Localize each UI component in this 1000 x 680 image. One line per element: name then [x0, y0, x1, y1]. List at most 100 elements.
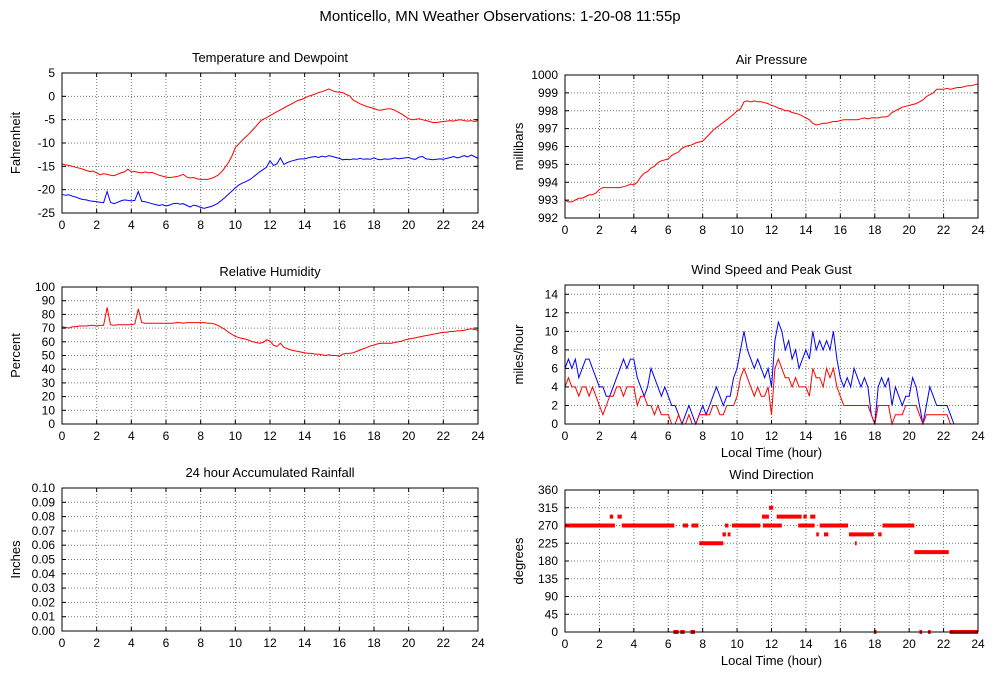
y-tick-label: 14	[545, 287, 559, 301]
chart-title: 24 hour Accumulated Rainfall	[185, 465, 354, 480]
x-tick-label: 20	[402, 429, 416, 443]
x-tick-label: 8	[699, 429, 706, 443]
x-tick-label: 8	[197, 218, 204, 232]
x-tick-label: 18	[367, 429, 381, 443]
x-tick-label: 8	[197, 429, 204, 443]
y-tick-label: 8	[551, 343, 558, 357]
x-tick-label: 10	[730, 637, 744, 651]
y-tick-label: 1000	[531, 68, 558, 82]
y-tick-label: 12	[545, 306, 559, 320]
y-tick-label: 135	[538, 572, 558, 586]
chart-wind-direction: 0 2 4 6 8 10 12 14 16 18 20 22 24 0 45 90 135 180 225 270 31…	[500, 455, 1000, 680]
page-title: Monticello, MN Weather Observations: 1-2…	[319, 8, 681, 25]
x-tick-label: 6	[665, 637, 672, 651]
y-tick-label: 0.06	[32, 538, 56, 552]
x-tick-label: 8	[699, 637, 706, 651]
y-tick-label: 10	[545, 324, 559, 338]
y-tick-label: 992	[538, 211, 558, 225]
chart-title: Wind Speed and Peak Gust	[691, 262, 852, 277]
y-tick-label: 315	[538, 501, 558, 515]
x-tick-label: 18	[868, 429, 882, 443]
x-tick-label: 14	[298, 429, 312, 443]
y-tick-label: -5	[44, 113, 55, 127]
x-tick-label: 20	[402, 218, 416, 232]
chart-air-pressure: 0 2 4 6 8 10 12 14 16 18 20 22 24 992 993 994 995 996 997 9…	[500, 40, 1000, 252]
x-tick-label: 12	[765, 429, 779, 443]
y-tick-label: 50	[42, 349, 56, 363]
x-tick-label: 24	[971, 429, 985, 443]
y-tick-label: -20	[38, 183, 56, 197]
x-tick-label: 4	[630, 637, 637, 651]
y-tick-label: 100	[35, 280, 55, 294]
y-tick-label: 997	[538, 122, 558, 136]
y-axis-label: Percent	[8, 333, 23, 378]
x-tick-label: 24	[971, 223, 985, 237]
x-tick-label: 8	[197, 636, 204, 650]
x-tick-label: 22	[437, 429, 451, 443]
x-tick-label: 14	[298, 218, 312, 232]
x-tick-label: 20	[402, 636, 416, 650]
y-tick-label: 995	[538, 157, 558, 171]
y-tick-label: -25	[38, 206, 56, 220]
x-tick-label: 22	[937, 637, 951, 651]
y-axis-label: Fahrenheit	[8, 112, 23, 175]
y-axis-label: Inches	[8, 540, 23, 579]
y-tick-label: 0	[551, 417, 558, 431]
y-tick-label: 2	[551, 398, 558, 412]
series-peak-gust	[564, 320, 978, 426]
chart-title: Relative Humidity	[219, 264, 321, 279]
y-tick-label: 0.10	[32, 481, 56, 495]
x-tick-label: 12	[263, 429, 277, 443]
x-tick-label: 14	[799, 223, 813, 237]
x-tick-label: 16	[834, 429, 848, 443]
x-tick-label: 2	[596, 637, 603, 651]
chart-temperature-dewpoint: 0 2 4 6 8 10 12 14 16 18 20 22 24 -25 -20 -15 -10 -5 0 5 Tem…	[0, 40, 500, 252]
y-tick-label: 0	[551, 625, 558, 639]
plot-svg: 0 2 4 6 8 10 12 14 16 18 20 22 24-25-20-15-10-505Tem…	[8, 50, 485, 232]
y-axis-label: miles/hour	[511, 324, 526, 385]
x-tick-label: 24	[971, 637, 985, 651]
y-tick-label: 90	[545, 590, 559, 604]
series-wind-speed	[564, 357, 978, 426]
series-relative-humidity	[61, 307, 479, 357]
y-tick-label: 0.01	[32, 610, 56, 624]
x-tick-label: 22	[437, 636, 451, 650]
x-tick-label: 20	[902, 637, 916, 651]
y-tick-label: 60	[42, 335, 56, 349]
y-axis-label: millibars	[511, 122, 526, 170]
chart-relative-humidity: 0 2 4 6 8 10 12 14 16 18 20 22 24 0 10 20 30 40 50 60 70 80 90…	[0, 252, 500, 462]
x-tick-label: 4	[128, 218, 135, 232]
y-tick-label: 30	[42, 376, 56, 390]
x-tick-label: 20	[902, 429, 916, 443]
y-tick-label: 0.00	[32, 624, 56, 638]
y-tick-label: 0.08	[32, 510, 56, 524]
x-tick-label: 22	[437, 218, 451, 232]
x-tick-label: 12	[263, 636, 277, 650]
x-axis-label: Local Time (hour)	[721, 653, 822, 668]
plot-svg: 0 2 4 6 8 10 12 14 16 18 20 22 240102030405060708090…	[8, 264, 485, 443]
x-tick-label: 24	[471, 218, 485, 232]
y-axis-label: degrees	[511, 537, 526, 584]
y-tick-label: 0	[48, 417, 55, 431]
y-tick-label: 40	[42, 362, 56, 376]
x-tick-label: 6	[163, 636, 170, 650]
y-tick-label: 994	[538, 175, 558, 189]
x-tick-label: 0	[59, 429, 66, 443]
x-tick-label: 2	[93, 429, 100, 443]
x-tick-label: 4	[630, 223, 637, 237]
x-tick-label: 22	[937, 429, 951, 443]
y-tick-label: 10	[42, 403, 56, 417]
x-tick-label: 22	[937, 223, 951, 237]
x-tick-label: 6	[665, 223, 672, 237]
y-tick-label: 996	[538, 140, 558, 154]
x-tick-label: 6	[665, 429, 672, 443]
x-tick-label: 18	[868, 637, 882, 651]
x-tick-label: 24	[471, 429, 485, 443]
y-tick-label: 993	[538, 193, 558, 207]
x-tick-label: 16	[333, 218, 347, 232]
x-tick-label: 10	[730, 429, 744, 443]
x-tick-label: 16	[333, 429, 347, 443]
y-tick-label: -15	[38, 159, 56, 173]
